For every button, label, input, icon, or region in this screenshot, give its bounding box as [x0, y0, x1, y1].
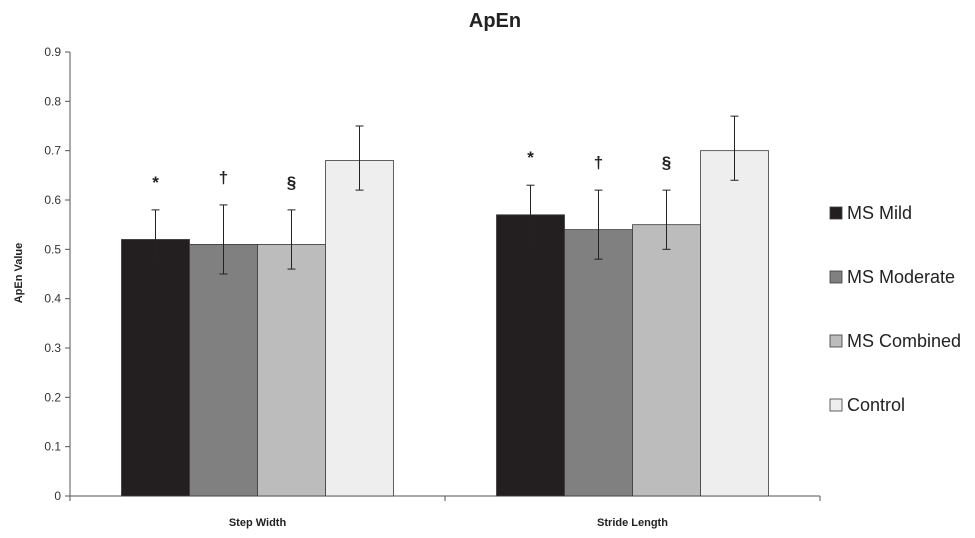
- significance-marker: *: [152, 173, 159, 192]
- bar: [496, 214, 565, 497]
- x-category-label: Stride Length: [597, 517, 668, 529]
- bar: [564, 229, 633, 497]
- y-tick-label: 0: [54, 489, 61, 503]
- y-tick-label: 0.1: [44, 440, 61, 454]
- y-tick-label: 0.2: [44, 390, 61, 404]
- significance-marker: §: [287, 173, 296, 192]
- y-tick-label: 0.3: [44, 341, 61, 355]
- legend: MS Mild MS Moderate MS Combined Control: [829, 203, 961, 415]
- x-category-label: Step Width: [229, 517, 287, 529]
- bar: [632, 224, 701, 497]
- y-tick-label: 0.5: [44, 242, 61, 256]
- y-axis-label: ApEn Value: [13, 243, 25, 304]
- legend-swatch: [829, 270, 843, 284]
- bar: [700, 150, 769, 497]
- legend-swatch: [829, 398, 843, 412]
- chart-title: ApEn: [469, 10, 521, 32]
- bar: [257, 243, 326, 497]
- significance-marker: §: [662, 153, 671, 172]
- significance-marker: †: [219, 168, 228, 187]
- significance-marker: †: [594, 153, 603, 172]
- legend-label: MS Combined: [847, 331, 961, 351]
- legend-swatch: [829, 206, 843, 220]
- legend-label: MS Mild: [847, 203, 912, 223]
- y-tick-label: 0.7: [44, 144, 61, 158]
- y-tick-label: 0.4: [44, 292, 61, 306]
- y-tick-label: 0.9: [44, 45, 61, 59]
- y-tick-label: 0.8: [44, 94, 61, 108]
- bar: [325, 160, 394, 497]
- legend-swatch: [829, 334, 843, 348]
- significance-marker: *: [527, 148, 534, 167]
- legend-label: Control: [847, 395, 905, 415]
- plot-area: 0 0.1 0.2 0.3 0.4 0.5 0.6 0.7 0.8 0.9 * † § Step Widt…: [44, 45, 821, 529]
- bar: [121, 239, 190, 497]
- bar: [189, 243, 258, 497]
- legend-label: MS Moderate: [847, 267, 955, 287]
- y-tick-label: 0.6: [44, 193, 61, 207]
